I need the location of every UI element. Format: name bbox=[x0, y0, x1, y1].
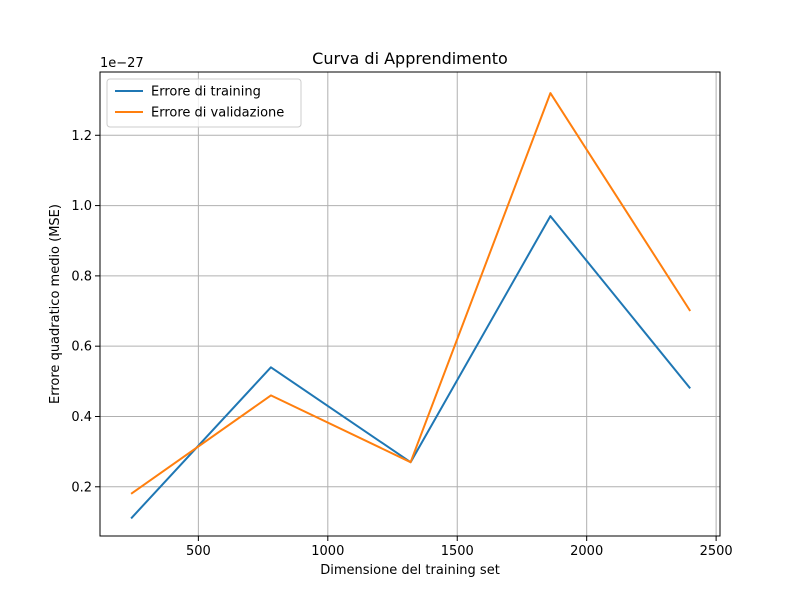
y-tick-label: 0.8 bbox=[71, 269, 92, 284]
series-line-2 bbox=[130, 92, 692, 495]
grid-lines bbox=[100, 72, 720, 536]
y-tick-label: 0.6 bbox=[71, 340, 92, 355]
legend-box bbox=[106, 78, 302, 128]
x-tick-label: 1500 bbox=[441, 544, 474, 559]
x-tick-label: 2000 bbox=[570, 544, 603, 559]
x-tick-label: 2500 bbox=[700, 544, 733, 559]
y-tick-label: 1.0 bbox=[71, 199, 92, 214]
axis-ticks: 500 1000 1500 2000 2500 0.2 0.4 0.6 0.8 1.0 1.2 bbox=[71, 129, 732, 559]
y-tick-label: 0.4 bbox=[71, 410, 92, 425]
y-offset-label: 1e−27 bbox=[100, 56, 144, 71]
chart-title: Curva di Apprendimento bbox=[312, 49, 508, 68]
x-tick-label: 1000 bbox=[311, 544, 344, 559]
series-layer bbox=[130, 92, 692, 520]
y-tick-label: 1.2 bbox=[71, 129, 92, 144]
legend-label: Errore di validazione bbox=[151, 106, 284, 121]
plot-frame bbox=[99, 71, 721, 537]
x-tick-label: 500 bbox=[186, 544, 211, 559]
y-axis-label: Errore quadratico medio (MSE) bbox=[48, 204, 63, 404]
x-axis-label: Dimensione del training set bbox=[320, 563, 500, 578]
y-tick-label: 0.2 bbox=[71, 480, 92, 495]
legend-label: Errore di training bbox=[151, 85, 261, 100]
legend: Errore di training Errore di validazione bbox=[106, 78, 302, 128]
